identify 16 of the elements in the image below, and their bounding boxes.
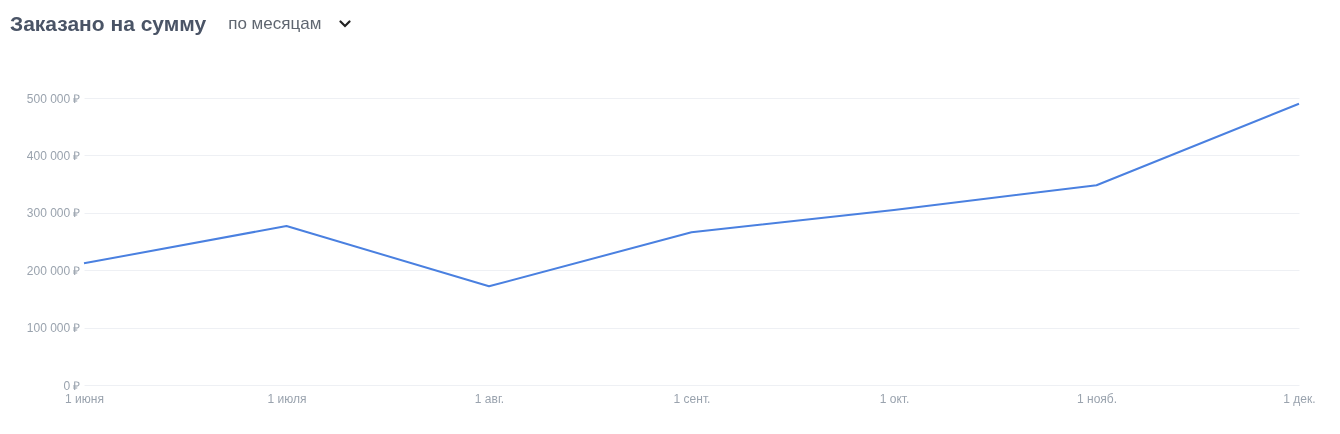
y-tick-label: 500 000 ₽ — [26, 91, 81, 106]
x-tick-label: 1 сент. — [673, 391, 711, 406]
x-tick-label: 1 июля — [267, 391, 307, 406]
y-tick-label: 400 000 ₽ — [26, 148, 81, 163]
x-tick-label: 1 авг. — [474, 391, 505, 406]
chart-title: Заказано на сумму — [10, 12, 207, 36]
y-tick-label: 0 ₽ — [63, 378, 81, 393]
chart-subtitle: по месяцам — [228, 14, 322, 34]
y-tick-label: 200 000 ₽ — [26, 263, 81, 278]
line-series — [83, 102, 1300, 288]
x-tick-label: 1 окт. — [879, 391, 910, 406]
x-tick-label: 1 июня — [65, 391, 104, 406]
x-tick-label: 1 дек. — [1283, 391, 1316, 406]
y-tick-label: 300 000 ₽ — [26, 206, 81, 221]
y-tick-label: 100 000 ₽ — [26, 321, 81, 336]
x-tick-label: 1 нояб. — [1076, 391, 1118, 406]
